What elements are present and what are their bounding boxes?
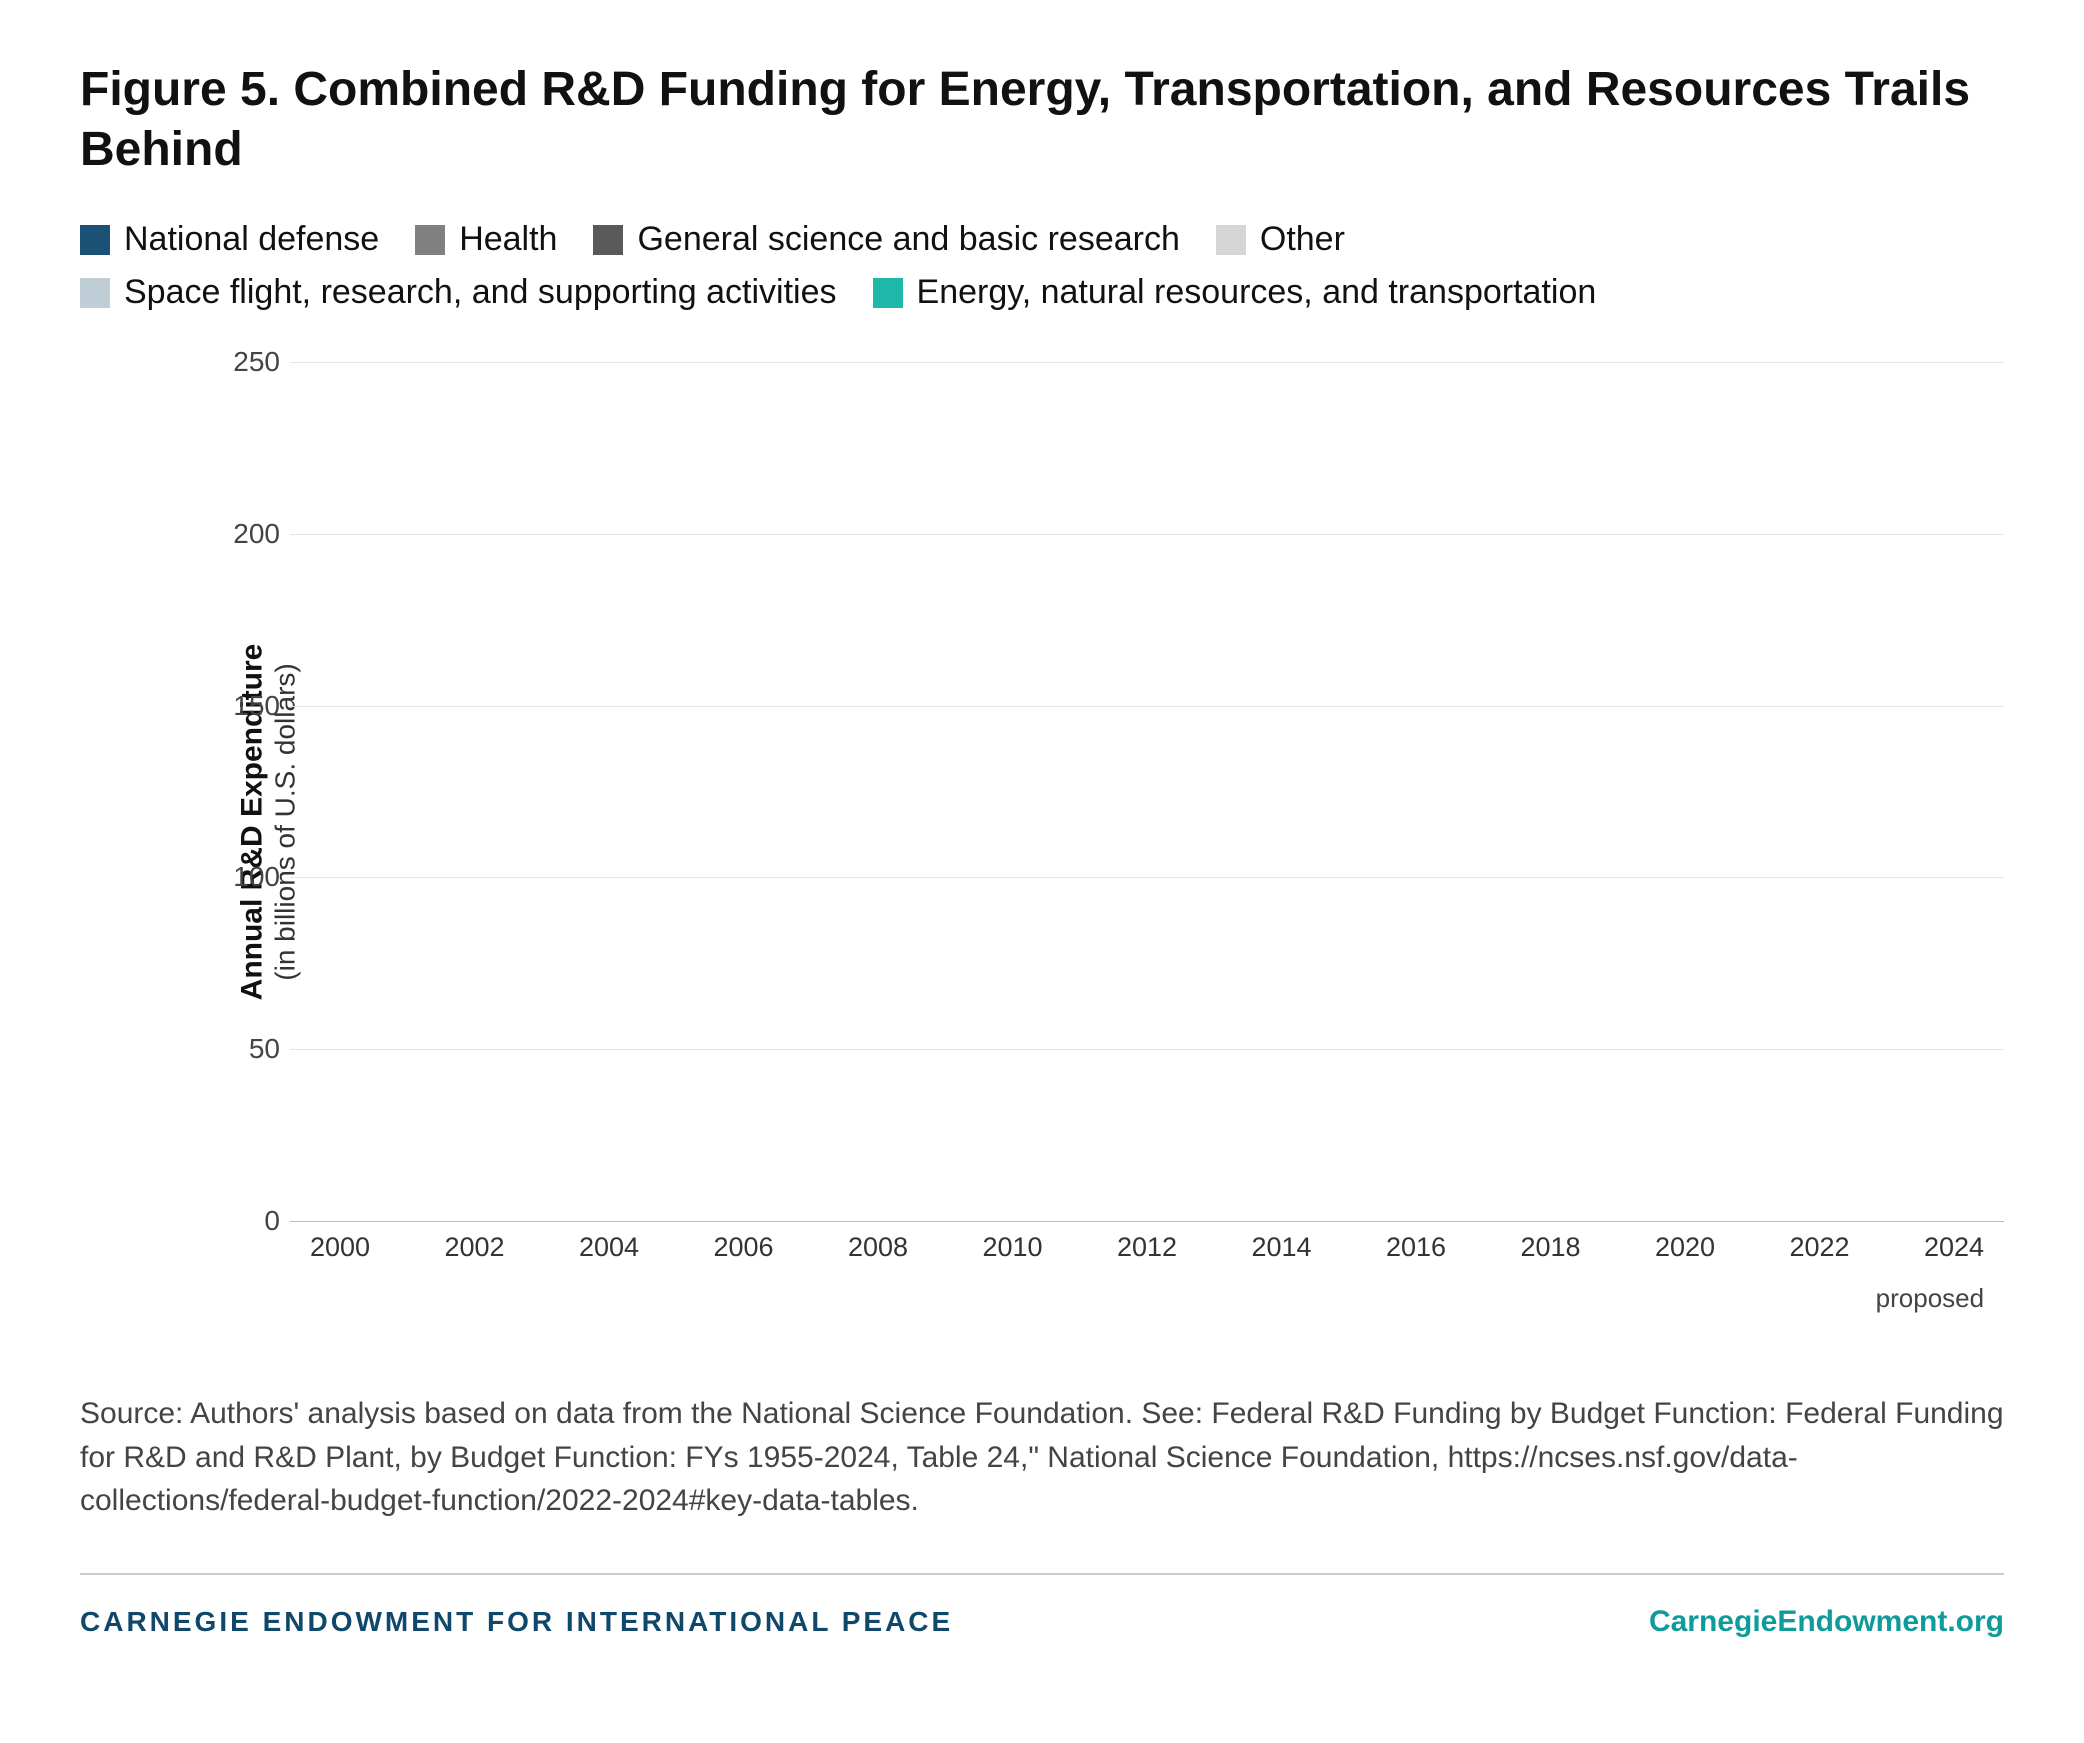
legend-item-defense: National defense [80, 220, 379, 259]
x-tick-label: 2010 [983, 1222, 1043, 1282]
y-tick-label: 0 [210, 1205, 280, 1237]
x-axis-labels: 2000 2002 2004 2006 2008 2010 2012 2014 2016 2018… [290, 1222, 2004, 1282]
legend-label: Other [1260, 220, 1345, 259]
footer-rule [80, 1573, 2004, 1575]
chart-area: Annual R&D Expenditure (in billions of U… [140, 362, 2004, 1282]
gridline [290, 706, 2004, 707]
x-tick-label: 2006 [714, 1222, 774, 1282]
x-tick-label [922, 1222, 968, 1282]
legend-item-space: Space flight, research, and supporting a… [80, 273, 837, 312]
footer: CARNEGIE ENDOWMENT FOR INTERNATIONAL PEA… [80, 1605, 2004, 1639]
x-tick-label [384, 1222, 430, 1282]
x-tick-label: 2002 [445, 1222, 505, 1282]
gridline [290, 877, 2004, 878]
chart-title: Figure 5. Combined R&D Funding for Energ… [80, 60, 2004, 180]
legend-swatch-icon [593, 225, 623, 255]
x-tick-label: 2014 [1252, 1222, 1312, 1282]
x-tick-label [1057, 1222, 1103, 1282]
x-tick-label: 2022 [1790, 1222, 1850, 1282]
legend-swatch-icon [415, 225, 445, 255]
legend-item-energy: Energy, natural resources, and transport… [873, 273, 1597, 312]
legend-swatch-icon [873, 278, 903, 308]
x-tick-label [1595, 1222, 1641, 1282]
legend: National defense Health General science an… [80, 220, 1940, 312]
gridline [290, 362, 2004, 363]
y-tick-label: 50 [210, 1033, 280, 1065]
bars-container [290, 362, 2004, 1221]
x-tick-label [1326, 1222, 1372, 1282]
legend-swatch-icon [1216, 225, 1246, 255]
y-tick-label: 200 [210, 518, 280, 550]
x-tick-label [1460, 1222, 1506, 1282]
x-tick-label: 2024proposed [1924, 1222, 1984, 1282]
x-tick-label: 2018 [1521, 1222, 1581, 1282]
y-tick-label: 100 [210, 861, 280, 893]
source-text: Source: Authors' analysis based on data … [80, 1392, 2004, 1523]
gridline [290, 1049, 2004, 1050]
y-tick-label: 150 [210, 690, 280, 722]
x-tick-label [1729, 1222, 1775, 1282]
legend-label: Space flight, research, and supporting a… [124, 273, 837, 312]
legend-label: Energy, natural resources, and transport… [917, 273, 1597, 312]
legend-item-science: General science and basic research [593, 220, 1179, 259]
legend-item-health: Health [415, 220, 557, 259]
x-tick-label [1191, 1222, 1237, 1282]
legend-item-other: Other [1216, 220, 1345, 259]
x-tick-label [1864, 1222, 1910, 1282]
x-tick-label: 2008 [848, 1222, 908, 1282]
x-tick-label: 2016 [1386, 1222, 1446, 1282]
legend-swatch-icon [80, 225, 110, 255]
footer-url: CarnegieEndowment.org [1649, 1605, 2004, 1639]
legend-label: Health [459, 220, 557, 259]
y-tick-label: 250 [210, 346, 280, 378]
x-tick-label: 2004 [579, 1222, 639, 1282]
plot-region: 050100150200250 [290, 362, 2004, 1222]
legend-swatch-icon [80, 278, 110, 308]
legend-label: General science and basic research [637, 220, 1179, 259]
legend-label: National defense [124, 220, 379, 259]
x-tick-label: 2000 [310, 1222, 370, 1282]
gridline [290, 534, 2004, 535]
x-tick-sublabel: proposed [1876, 1283, 1984, 1314]
x-tick-label: 2020 [1655, 1222, 1715, 1282]
x-tick-label: 2012 [1117, 1222, 1177, 1282]
x-tick-label [653, 1222, 699, 1282]
x-tick-label [788, 1222, 834, 1282]
footer-org: CARNEGIE ENDOWMENT FOR INTERNATIONAL PEA… [80, 1606, 953, 1638]
x-tick-label [519, 1222, 565, 1282]
